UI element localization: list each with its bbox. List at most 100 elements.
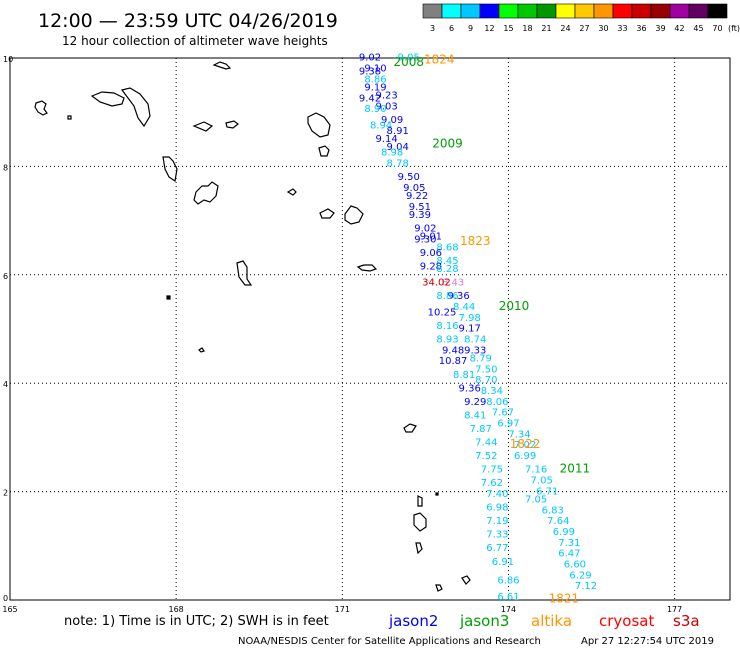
island: [193, 181, 219, 205]
wave-height-label: 9.48: [442, 345, 464, 356]
wave-height-label: 9.06: [420, 248, 442, 259]
pass-time-label: 1821: [549, 592, 580, 606]
wave-height-label: 8.43: [442, 278, 464, 289]
map-frame: 165 168 171 174 177 0 2 4 6 8 10: [2, 55, 731, 614]
wave-height-label: 9.30: [414, 234, 436, 245]
wave-height-label: 9.17: [459, 324, 481, 335]
satellite-legend-item: s3a: [673, 612, 700, 630]
island: [417, 495, 423, 507]
pass-time-label: 1822: [510, 437, 541, 451]
lat-tick-label: 8: [3, 163, 8, 172]
satellite-legend: jason2 jason3 altika cryosat s3a: [388, 612, 700, 630]
lon-tick-label: 165: [2, 605, 17, 614]
island: [162, 156, 178, 183]
wave-height-label: 8.90: [364, 104, 386, 115]
legend-bin-label: 42: [674, 24, 684, 33]
wave-height-label: 7.16: [525, 465, 547, 476]
lon-tick-label: 174: [501, 605, 516, 614]
wave-height-label: 7.52: [475, 451, 497, 462]
wave-height-label: 9.36: [447, 291, 469, 302]
island: [307, 112, 331, 138]
wave-height-label: 9.19: [364, 83, 386, 94]
wave-height-label: 7.33: [486, 530, 508, 541]
wave-height-label: 7.44: [475, 438, 497, 449]
wave-height-label: 6.99: [514, 451, 536, 462]
legend-bin-label: 36: [636, 24, 646, 33]
wave-height-label: 34.02: [422, 278, 451, 289]
wave-height-label: 9.03: [375, 101, 397, 112]
wave-height-label: 7.19: [486, 516, 508, 527]
island: [435, 584, 443, 592]
wave-height-label: 9.02: [414, 223, 436, 234]
wave-height-label: 9.51: [409, 202, 431, 213]
legend-bin-label: 70: [712, 24, 722, 33]
legend-swatch: [612, 3, 633, 19]
island: [318, 145, 330, 157]
pass-time-label: 2010: [499, 299, 530, 313]
wave-height-label: 8.68: [436, 242, 458, 253]
pass-time-label: 1823: [460, 234, 491, 248]
wave-height-label: 8.06: [486, 397, 508, 408]
wave-height-label: 8.98: [381, 148, 403, 159]
pass-time-label: 2011: [560, 462, 591, 476]
wave-height-label: 6.91: [492, 557, 514, 568]
gridlines: [10, 58, 730, 600]
lat-tick-label: 0: [3, 594, 8, 603]
legend-bin-label: 27: [579, 24, 589, 33]
island: [403, 423, 417, 433]
island: [461, 575, 471, 585]
island: [413, 512, 427, 532]
satellite-legend-item: altika: [531, 612, 572, 630]
wave-height-label: 7.31: [558, 538, 580, 549]
wave-height-label: 7.50: [475, 364, 497, 375]
legend-unit-label: (ft): [728, 24, 740, 33]
wave-height-label: 6.83: [542, 505, 564, 516]
wave-height-label: 9.01: [420, 232, 442, 243]
wave-height-label: 6.47: [558, 549, 580, 560]
wave-height-label: 7.64: [547, 516, 569, 527]
island: [415, 542, 423, 555]
legend-swatch: [422, 3, 443, 19]
legend-swatch: [555, 3, 576, 19]
satellite-legend-item: cryosat: [599, 612, 654, 630]
wave-height-label: 9.23: [375, 91, 397, 102]
legend-bin-label: 6: [449, 24, 454, 33]
wave-height-label: 9.14: [375, 134, 397, 145]
lon-tick-label: 168: [169, 605, 184, 614]
legend-bin-label: 21: [541, 24, 551, 33]
legend-swatch: [574, 3, 595, 19]
wave-height-label: 10.87: [439, 356, 468, 367]
wave-height-label: 7.98: [459, 313, 481, 324]
legend-bin-label: 15: [503, 24, 513, 33]
lat-tick-label: 4: [3, 380, 8, 389]
wave-height-labels: 9.02 9.059.109.388.869.199.239.429.038.90…: [359, 53, 597, 603]
wave-height-label: 6.71: [536, 486, 558, 497]
wave-height-label: 7.87: [470, 424, 492, 435]
wave-height-label: 7.34: [508, 429, 530, 440]
wave-height-label: 7.05: [531, 475, 553, 486]
legend-bin-label: 12: [484, 24, 494, 33]
wave-height-label: 6.97: [497, 419, 519, 430]
pass-time-labels: 2008 1824 2009 1823 2010 1822 2011 1821: [393, 52, 590, 605]
pass-time-label: 2008: [393, 55, 424, 69]
legend-swatch: [441, 3, 462, 19]
wave-height-label: 8.79: [470, 354, 492, 365]
lon-tick-label: 177: [667, 605, 682, 614]
legend-bin-label: 30: [598, 24, 608, 33]
map-border: [9, 57, 731, 601]
satellite-legend-item: jason2: [388, 612, 438, 630]
wave-height-label: 9.38: [359, 66, 381, 77]
footer-timestamp: Apr 27 12:27:54 UTC 2019: [581, 636, 714, 647]
wave-height-label: 9.02: [359, 53, 381, 64]
wave-height-label: 8.86: [364, 74, 386, 85]
wave-height-label: 8.78: [387, 158, 409, 169]
wave-height-label: 8.70: [475, 375, 497, 386]
wave-height-label: 8.86: [436, 291, 458, 302]
lat-tick-label: 6: [3, 272, 8, 281]
wave-height-label: 7.12: [575, 581, 597, 592]
island: [212, 61, 232, 70]
land-islands: [34, 61, 471, 592]
